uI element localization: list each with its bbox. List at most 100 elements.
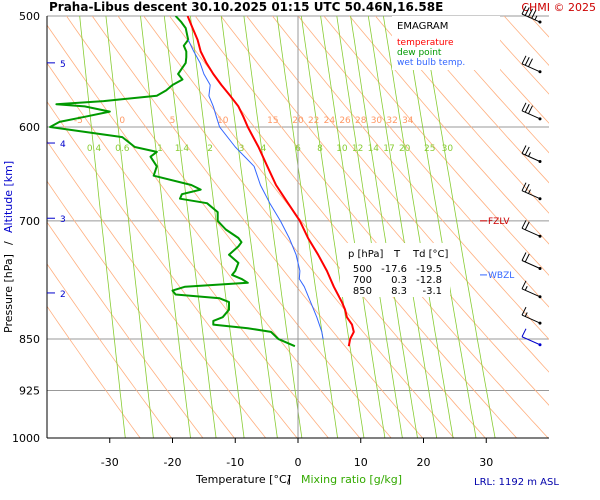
wind-barb <box>521 328 542 347</box>
wind-barb-station <box>538 117 542 121</box>
dry-adiabat-label: 20 <box>292 116 304 126</box>
dry-adiabat-line <box>246 16 549 373</box>
dry-adiabat-label: 28 <box>355 116 367 126</box>
dry-adiabat-line <box>47 221 204 438</box>
wind-barb-station <box>538 197 542 201</box>
dry-adiabat-label: 30 <box>371 116 383 126</box>
wbzl-label: WBZL <box>488 271 514 281</box>
wind-barbs <box>521 5 542 347</box>
mixing-ratio-label: 20 <box>399 144 411 154</box>
temperature-tick-label: -10 <box>226 456 244 469</box>
pressure-tick-label: 700 <box>19 215 40 228</box>
wind-barb <box>521 306 542 325</box>
mixing-ratio-label: 4 <box>261 144 267 154</box>
wind-barb-half-feather <box>528 152 531 157</box>
pressure-ticks: 500 600 700 850 925 1000 <box>12 10 40 445</box>
wind-barb-feather <box>521 102 527 112</box>
legend-item-dew-point: dew point <box>397 48 442 58</box>
mixing-ratio-line <box>367 16 438 438</box>
wind-barb-feather <box>521 220 527 229</box>
altitude-ticks: 5 4 3 2 <box>47 60 66 300</box>
wind-barb-feather <box>524 146 530 156</box>
wind-barb-feather <box>524 57 530 66</box>
wind-barb <box>521 182 542 201</box>
sounding-table: p [hPa] T Td [°C] 500 -17.6 -19.5 700 0.… <box>340 243 450 297</box>
wind-barb-station <box>538 234 542 238</box>
wind-barb-station <box>538 343 542 347</box>
mixing-ratio-label: 3 <box>239 144 245 154</box>
mixing-ratio-line <box>105 16 154 438</box>
dry-adiabat-line <box>66 16 392 438</box>
wind-barb-station <box>538 70 542 74</box>
wind-barb-staff <box>521 63 541 73</box>
temperature-tick-label: 0 <box>295 456 302 469</box>
wind-barb <box>521 102 542 121</box>
mixing-ratio-line <box>350 16 418 438</box>
wind-barb <box>521 5 542 24</box>
wind-barb-station <box>538 20 542 24</box>
wind-barb-station <box>538 321 542 325</box>
altitude-tick-label: 5 <box>60 60 66 70</box>
mixing-ratio-line <box>336 16 403 438</box>
lrl-text: LRL: 1192 m ASL <box>474 477 559 488</box>
mixing-ratio-line <box>163 16 217 438</box>
mixing-ratio-line <box>382 16 454 438</box>
wind-barb-feather <box>524 183 530 193</box>
altitude-tick-label: 3 <box>60 215 66 225</box>
dry-adiabat-line <box>117 16 455 438</box>
dry-adiabat-label: 10 <box>217 116 229 126</box>
altitude-tick-label: 2 <box>60 290 66 300</box>
dry-adiabat-line <box>47 24 361 438</box>
dry-adiabat-line <box>297 16 549 308</box>
temperature-ticks: -30 -20 -10 0 10 20 30 <box>101 438 493 469</box>
wind-barb <box>521 145 542 164</box>
dry-adiabat-line <box>47 263 173 438</box>
wind-barb-feather <box>524 221 530 230</box>
legend-title: EMAGRAM <box>397 21 448 32</box>
sounding-series <box>49 16 355 348</box>
table-cell: -12.8 <box>416 275 442 286</box>
mixing-ratio-line <box>421 16 496 438</box>
wind-barb-station <box>538 160 542 164</box>
mixing-ratio-line <box>243 16 303 438</box>
dry-adiabat-line <box>349 16 549 245</box>
wind-barb-staff <box>521 13 541 23</box>
table-cell: 8.3 <box>391 286 407 297</box>
wind-barb-half-feather <box>524 286 528 291</box>
wind-barb-half-feather <box>524 312 528 317</box>
mixing-ratio-line <box>300 16 365 438</box>
mixing-ratio-label: 12 <box>352 144 363 154</box>
dry-adiabat-line <box>220 16 549 406</box>
dry-adiabat-label: 26 <box>339 116 351 126</box>
wind-barb <box>521 252 542 271</box>
dry-adiabat-line <box>550 0 600 474</box>
legend-item-temperature: temperature <box>397 38 454 48</box>
x-axis-label-temperature: Temperature [°C] <box>195 473 291 486</box>
y-axis-label-altitude: Altitude [km] <box>2 161 15 233</box>
chart-title: Praha-Libus descent 30.10.2025 01:15 UTC… <box>49 0 443 14</box>
dry-adiabat-label: 15 <box>267 116 278 126</box>
wind-barb <box>521 280 542 299</box>
mixing-ratio-line <box>404 16 477 438</box>
mixing-ratio-label: 2 <box>207 144 213 154</box>
wind-barb-feather <box>521 306 527 316</box>
wind-barb-feather <box>531 10 537 19</box>
wind-barb-feather <box>524 7 530 16</box>
table-header-pressure: p [hPa] <box>348 249 383 260</box>
wind-barb-feather <box>521 55 527 65</box>
dry-adiabat-line <box>169 16 518 438</box>
table-cell: 850 <box>353 286 372 297</box>
table-cell: 500 <box>353 264 372 275</box>
wind-barb-feather <box>528 8 533 18</box>
dry-adiabat-label: 5 <box>170 116 176 126</box>
altitude-tick-label: 4 <box>60 140 66 150</box>
mixing-ratio-label: 0.4 <box>87 144 102 154</box>
pressure-tick-label: 925 <box>19 385 40 398</box>
dry-adiabat-line <box>573 0 600 474</box>
table-cell: -17.6 <box>381 264 407 275</box>
wind-barb-staff <box>521 153 541 162</box>
wind-barb-feather <box>521 182 527 191</box>
table-cell: -19.5 <box>416 264 442 275</box>
table-cell: -3.1 <box>422 286 442 297</box>
wind-barb-feather <box>528 58 533 67</box>
